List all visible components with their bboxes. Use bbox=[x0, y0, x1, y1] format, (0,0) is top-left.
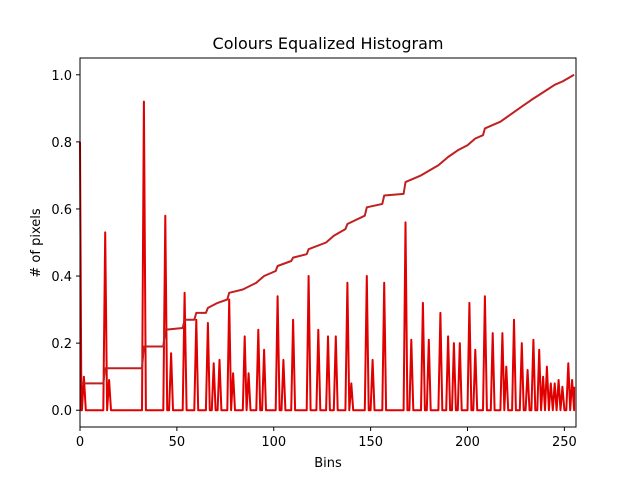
chart-title: Colours Equalized Histogram bbox=[213, 34, 444, 53]
y-axis-label: # of pixels bbox=[29, 208, 44, 277]
y-tick-label: 1.0 bbox=[51, 69, 72, 84]
x-tick-label: 0 bbox=[76, 435, 84, 450]
cdf-series-line bbox=[80, 73, 575, 385]
y-tick-label: 0.0 bbox=[51, 404, 72, 419]
x-tick-label: 100 bbox=[261, 435, 286, 450]
y-tick-label: 0.6 bbox=[51, 203, 72, 218]
plot-lines bbox=[79, 73, 576, 412]
x-tick-label: 50 bbox=[169, 435, 186, 450]
y-axis: 0.0 0.2 0.4 0.6 0.8 1.0 bbox=[51, 69, 80, 419]
x-tick-label: 200 bbox=[455, 435, 480, 450]
y-tick-label: 0.8 bbox=[51, 136, 72, 151]
y-tick-label: 0.2 bbox=[51, 337, 72, 352]
x-axis: 0 50 100 150 200 250 bbox=[76, 427, 577, 450]
axes-frame bbox=[79, 57, 577, 428]
x-axis-label: Bins bbox=[314, 456, 342, 471]
y-tick-label: 0.4 bbox=[51, 270, 72, 285]
x-tick-label: 150 bbox=[358, 435, 383, 450]
histogram-series-line bbox=[79, 100, 576, 412]
x-tick-label: 250 bbox=[552, 435, 577, 450]
